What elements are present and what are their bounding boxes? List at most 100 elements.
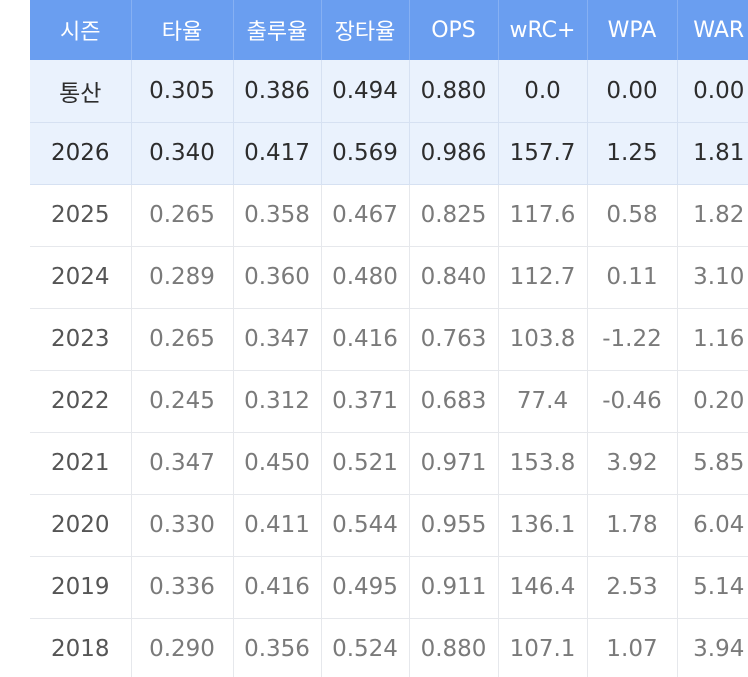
cell-wrc-plus: 146.4 [498, 556, 588, 619]
cell-wpa: 2.53 [587, 556, 678, 619]
cell-on-base-percentage: 0.411 [233, 494, 322, 557]
cell-season: 2022 [30, 370, 132, 433]
table-row[interactable]: 2019 0.336 0.416 0.495 0.911 146.4 2.53 5.14 [30, 556, 748, 619]
cell-wpa: 0.00 [587, 60, 678, 123]
cell-batting-average: 0.330 [131, 494, 234, 557]
cell-war: 5.14 [677, 556, 748, 619]
cell-wrc-plus: 77.4 [498, 370, 588, 433]
header-on-base-percentage[interactable]: 출루율 [233, 0, 322, 60]
cell-ops: 0.683 [409, 370, 499, 433]
cell-batting-average: 0.290 [131, 618, 234, 677]
season-stats-table: 시즌 타율 출루율 장타율 OPS wRC+ WPA WAR 통산 0.305 0.… [30, 0, 748, 677]
cell-slugging-percentage: 0.480 [321, 246, 410, 309]
cell-slugging-percentage: 0.494 [321, 60, 410, 123]
table-row[interactable]: 2023 0.265 0.347 0.416 0.763 103.8 -1.22 1.16 [30, 308, 748, 371]
cell-war: 5.85 [677, 432, 748, 495]
cell-on-base-percentage: 0.356 [233, 618, 322, 677]
cell-wpa: 0.11 [587, 246, 678, 309]
cell-on-base-percentage: 0.312 [233, 370, 322, 433]
cell-wrc-plus: 112.7 [498, 246, 588, 309]
cell-ops: 0.986 [409, 122, 499, 185]
cell-wrc-plus: 117.6 [498, 184, 588, 247]
cell-season: 2026 [30, 122, 132, 185]
cell-season: 2019 [30, 556, 132, 619]
cell-wrc-plus: 157.7 [498, 122, 588, 185]
table-row[interactable]: 2024 0.289 0.360 0.480 0.840 112.7 0.11 3.10 [30, 246, 748, 309]
cell-season: 2020 [30, 494, 132, 557]
cell-batting-average: 0.265 [131, 308, 234, 371]
cell-wpa: 3.92 [587, 432, 678, 495]
cell-war: 3.10 [677, 246, 748, 309]
cell-war: 3.94 [677, 618, 748, 677]
cell-season: 2024 [30, 246, 132, 309]
cell-wpa: 1.25 [587, 122, 678, 185]
cell-ops: 0.955 [409, 494, 499, 557]
table-row[interactable]: 2026 0.340 0.417 0.569 0.986 157.7 1.25 1.81 [30, 122, 748, 185]
cell-on-base-percentage: 0.416 [233, 556, 322, 619]
cell-slugging-percentage: 0.524 [321, 618, 410, 677]
cell-wpa: -1.22 [587, 308, 678, 371]
cell-war: 0.00 [677, 60, 748, 123]
cell-season: 2023 [30, 308, 132, 371]
cell-batting-average: 0.245 [131, 370, 234, 433]
cell-batting-average: 0.336 [131, 556, 234, 619]
cell-ops: 0.880 [409, 618, 499, 677]
cell-war: 1.16 [677, 308, 748, 371]
cell-slugging-percentage: 0.521 [321, 432, 410, 495]
cell-slugging-percentage: 0.495 [321, 556, 410, 619]
cell-batting-average: 0.340 [131, 122, 234, 185]
cell-slugging-percentage: 0.569 [321, 122, 410, 185]
table-row[interactable]: 통산 0.305 0.386 0.494 0.880 0.0 0.00 0.00 [30, 60, 748, 123]
header-slugging-percentage[interactable]: 장타율 [321, 0, 410, 60]
cell-war: 1.81 [677, 122, 748, 185]
header-season[interactable]: 시즌 [30, 0, 132, 60]
cell-season: 2021 [30, 432, 132, 495]
header-ops[interactable]: OPS [409, 0, 499, 60]
cell-batting-average: 0.305 [131, 60, 234, 123]
cell-on-base-percentage: 0.386 [233, 60, 322, 123]
cell-on-base-percentage: 0.450 [233, 432, 322, 495]
cell-ops: 0.840 [409, 246, 499, 309]
cell-wrc-plus: 0.0 [498, 60, 588, 123]
cell-batting-average: 0.289 [131, 246, 234, 309]
header-batting-average[interactable]: 타율 [131, 0, 234, 60]
cell-war: 1.82 [677, 184, 748, 247]
header-war[interactable]: WAR [693, 17, 745, 43]
cell-ops: 0.880 [409, 60, 499, 123]
cell-batting-average: 0.347 [131, 432, 234, 495]
header-wrc-plus[interactable]: wRC+ [498, 0, 588, 60]
table-row[interactable]: 2020 0.330 0.411 0.544 0.955 136.1 1.78 6.04 [30, 494, 748, 557]
cell-war: 0.20 [677, 370, 748, 433]
cell-slugging-percentage: 0.416 [321, 308, 410, 371]
cell-wpa: 1.07 [587, 618, 678, 677]
cell-wrc-plus: 107.1 [498, 618, 588, 677]
cell-slugging-percentage: 0.544 [321, 494, 410, 557]
cell-war: 6.04 [677, 494, 748, 557]
cell-wpa: 1.78 [587, 494, 678, 557]
table-row[interactable]: 2025 0.265 0.358 0.467 0.825 117.6 0.58 1.82 [30, 184, 748, 247]
header-wpa[interactable]: WPA [587, 0, 678, 60]
cell-batting-average: 0.265 [131, 184, 234, 247]
cell-season: 2018 [30, 618, 132, 677]
cell-wpa: 0.58 [587, 184, 678, 247]
table-row[interactable]: 2021 0.347 0.450 0.521 0.971 153.8 3.92 5.85 [30, 432, 748, 495]
cell-wrc-plus: 103.8 [498, 308, 588, 371]
cell-on-base-percentage: 0.358 [233, 184, 322, 247]
cell-slugging-percentage: 0.467 [321, 184, 410, 247]
cell-on-base-percentage: 0.360 [233, 246, 322, 309]
cell-slugging-percentage: 0.371 [321, 370, 410, 433]
table-row[interactable]: 2018 0.290 0.356 0.524 0.880 107.1 1.07 3.94 [30, 618, 748, 677]
cell-season: 통산 [30, 60, 132, 123]
cell-wrc-plus: 136.1 [498, 494, 588, 557]
cell-wrc-plus: 153.8 [498, 432, 588, 495]
cell-on-base-percentage: 0.417 [233, 122, 322, 185]
cell-ops: 0.911 [409, 556, 499, 619]
table-header-row: 시즌 타율 출루율 장타율 OPS wRC+ WPA WAR [30, 0, 748, 60]
stats-table-container: 시즌 타율 출루율 장타율 OPS wRC+ WPA WAR 통산 0.305 0.… [30, 0, 748, 677]
cell-ops: 0.763 [409, 308, 499, 371]
cell-on-base-percentage: 0.347 [233, 308, 322, 371]
cell-ops: 0.971 [409, 432, 499, 495]
table-row[interactable]: 2022 0.245 0.312 0.371 0.683 77.4 -0.46 0.20 [30, 370, 748, 433]
cell-wpa: -0.46 [587, 370, 678, 433]
cell-season: 2025 [30, 184, 132, 247]
